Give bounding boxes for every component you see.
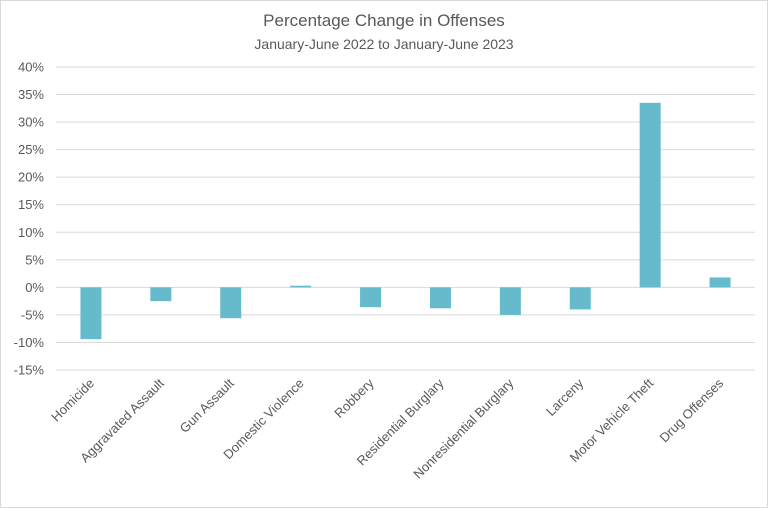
bar: [150, 287, 172, 302]
y-tick-label: 20%: [18, 170, 44, 185]
y-tick-label: -15%: [14, 363, 45, 378]
y-tick-label: -10%: [14, 335, 45, 350]
y-tick-label: 35%: [18, 87, 44, 102]
chart-title: Percentage Change in Offenses: [263, 11, 505, 30]
x-tick-label: Homicide: [48, 376, 97, 425]
gridlines: [56, 66, 755, 371]
bar: [709, 277, 731, 288]
x-tick-label: Gun Assault: [177, 375, 237, 435]
y-tick-label: 0%: [25, 280, 44, 295]
y-tick-label: 40%: [18, 60, 44, 75]
bar: [360, 287, 382, 308]
bar: [290, 285, 312, 288]
y-tick-label: 5%: [25, 252, 44, 267]
x-tick-label: Drug Offenses: [656, 375, 726, 445]
y-axis-ticks: 40% 35% 30% 25% 20% 15% 10% 5% 0% -5% -10% -15%: [14, 60, 45, 378]
bar: [639, 102, 661, 288]
y-tick-label: 25%: [18, 142, 44, 157]
bar: [429, 287, 451, 309]
chart-subtitle: January-June 2022 to January-June 2023: [254, 36, 513, 52]
bar: [220, 287, 242, 319]
y-tick-label: 10%: [18, 225, 44, 240]
bars: [80, 102, 731, 340]
bar: [80, 287, 102, 340]
bar: [499, 287, 521, 315]
y-tick-label: -5%: [21, 307, 45, 322]
y-tick-label: 15%: [18, 197, 44, 212]
x-tick-label: Robbery: [331, 375, 377, 421]
x-tick-label: Larceny: [543, 375, 587, 419]
y-tick-label: 30%: [18, 115, 44, 130]
bar: [569, 287, 591, 310]
